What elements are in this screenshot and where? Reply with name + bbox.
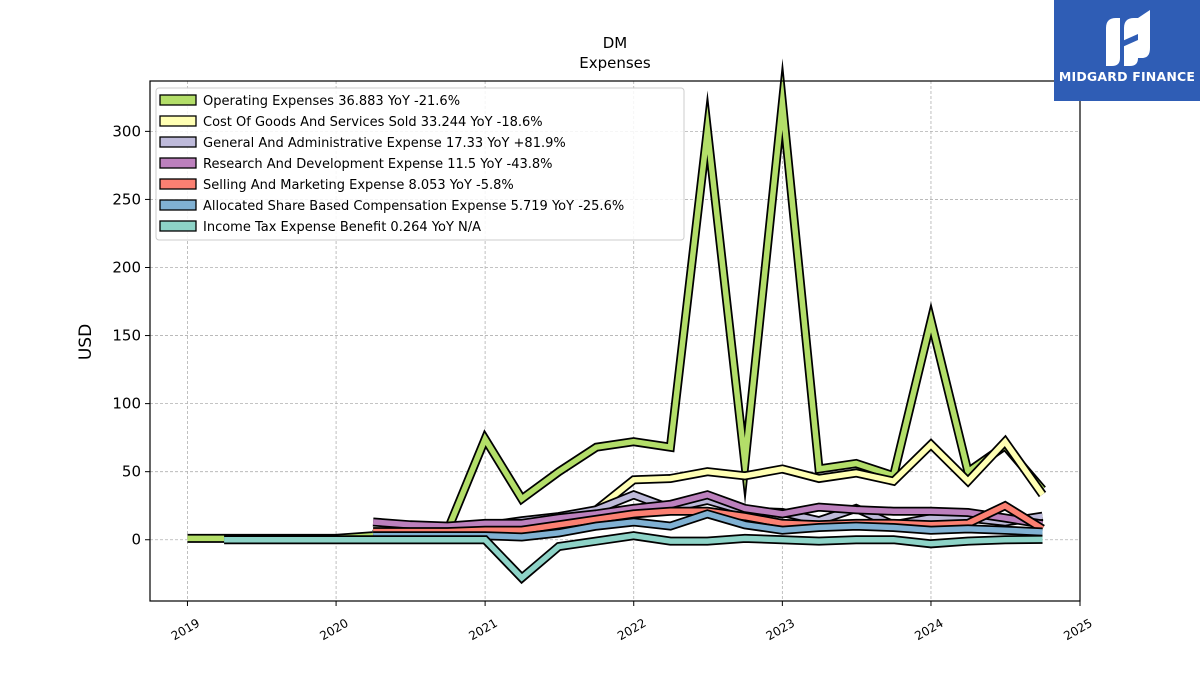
legend-entry: Cost Of Goods And Services Sold 33.244 Y…: [159, 115, 543, 130]
logo-text: MIDGARD FINANCE: [1058, 69, 1196, 84]
legend-label: Cost Of Goods And Services Sold 33.244 Y…: [203, 115, 543, 130]
y-tick-label: 0: [131, 531, 141, 549]
series-line: [372, 490, 1044, 531]
series-lines: [187, 58, 1047, 585]
x-tick-label: 2020: [317, 616, 350, 643]
legend-swatch: [159, 136, 197, 148]
legend-label: General And Administrative Expense 17.33…: [203, 136, 566, 151]
y-tick-label: 250: [112, 190, 141, 208]
legend-entry: Operating Expenses 36.883 YoY -21.6%: [159, 94, 460, 109]
x-tick-label: 2022: [615, 616, 648, 643]
x-tick-label: 2024: [912, 616, 945, 643]
plot-frame: [149, 80, 1081, 602]
legend-swatch: [159, 94, 197, 106]
y-axis-label: USD: [76, 324, 96, 360]
y-tick-label: 50: [122, 463, 141, 481]
legend-swatch: [159, 220, 197, 232]
logo-mark-icon: [1106, 10, 1150, 66]
legend-swatch: [159, 157, 197, 169]
series-stroke: [224, 532, 1043, 582]
series-line: [224, 531, 1043, 585]
x-tick-label: 2023: [764, 616, 797, 643]
legend: Operating Expenses 36.883 YoY -21.6% Cost…: [155, 87, 685, 241]
legend-label: Income Tax Expense Benefit 0.264 YoY N/A: [203, 220, 481, 235]
chart-subtitle: Expenses: [579, 54, 651, 72]
legend-label: Selling And Marketing Expense 8.053 YoY …: [203, 178, 514, 193]
legend-label: Research And Development Expense 11.5 Yo…: [203, 157, 553, 172]
legend-label: Operating Expenses 36.883 YoY -21.6%: [203, 94, 460, 109]
legend-swatch: [159, 115, 197, 127]
chart-title: DM: [603, 34, 628, 52]
x-tick-label: 2021: [466, 616, 499, 643]
series-stroke: [372, 491, 1043, 529]
legend-entry: Research And Development Expense 11.5 Yo…: [159, 157, 553, 172]
legend-box: [155, 87, 685, 241]
y-tick-label: 150: [112, 327, 141, 345]
x-tick-label: 2019: [169, 616, 202, 643]
legend-swatch: [159, 178, 197, 190]
midgard-finance-logo: MIDGARD FINANCE: [1054, 0, 1200, 101]
legend-label: Allocated Share Based Compensation Expen…: [203, 199, 624, 214]
legend-entry: Selling And Marketing Expense 8.053 YoY …: [159, 178, 514, 193]
y-tick-label: 200: [112, 258, 141, 276]
legend-entry: General And Administrative Expense 17.33…: [159, 136, 566, 151]
legend-swatch: [159, 199, 197, 211]
y-tick-label: 300: [112, 122, 141, 140]
x-tick-label: 2025: [1061, 616, 1094, 643]
legend-entry: Income Tax Expense Benefit 0.264 YoY N/A: [159, 220, 481, 235]
legend-entry: Allocated Share Based Compensation Expen…: [159, 199, 624, 214]
y-tick-label: 100: [112, 395, 141, 413]
